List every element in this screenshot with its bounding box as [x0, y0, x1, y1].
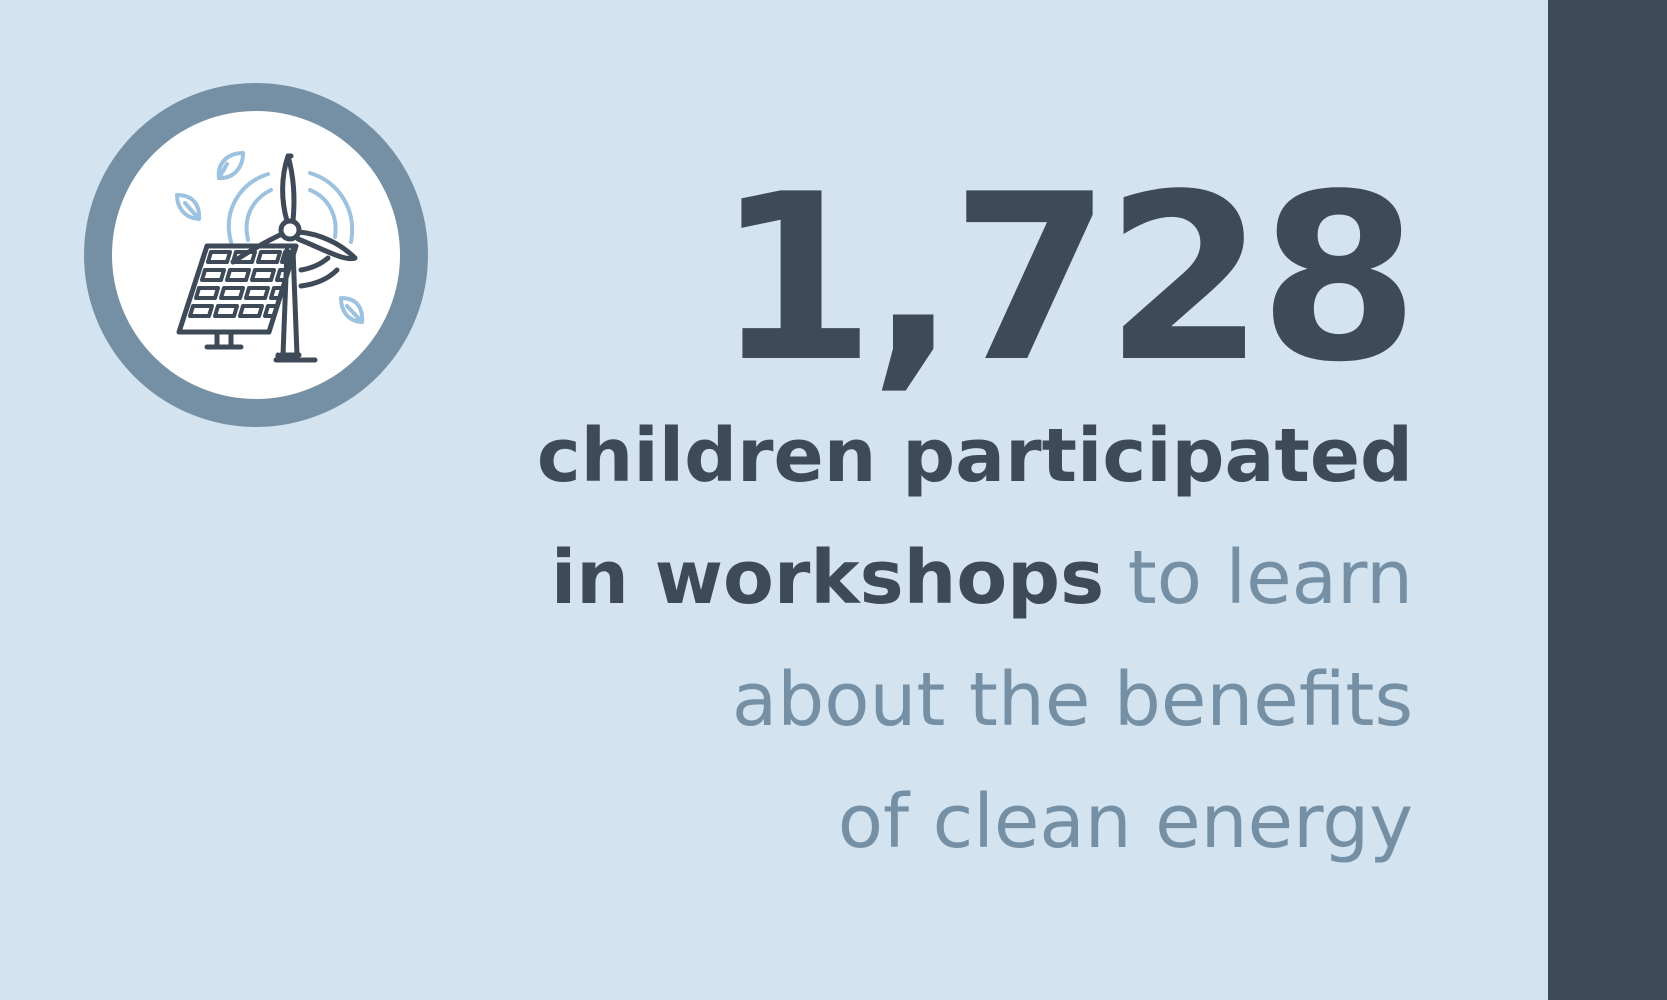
icon-badge [83, 82, 429, 428]
solar-panel-wind-turbine-icon [84, 83, 428, 427]
stat-highlight-line-1: children participated [536, 413, 1413, 499]
side-accent-bar [1548, 0, 1667, 1000]
stat-body-line-2: to learn [1127, 535, 1413, 621]
stat-number: 1,728 [715, 146, 1419, 413]
stat-body-line-3: about the benefits [731, 657, 1413, 743]
stat-description: children participated in workshops to le… [493, 395, 1413, 883]
stat-highlight-line-2: in workshops [550, 535, 1105, 621]
stat-body-line-4: of clean energy [837, 779, 1413, 865]
